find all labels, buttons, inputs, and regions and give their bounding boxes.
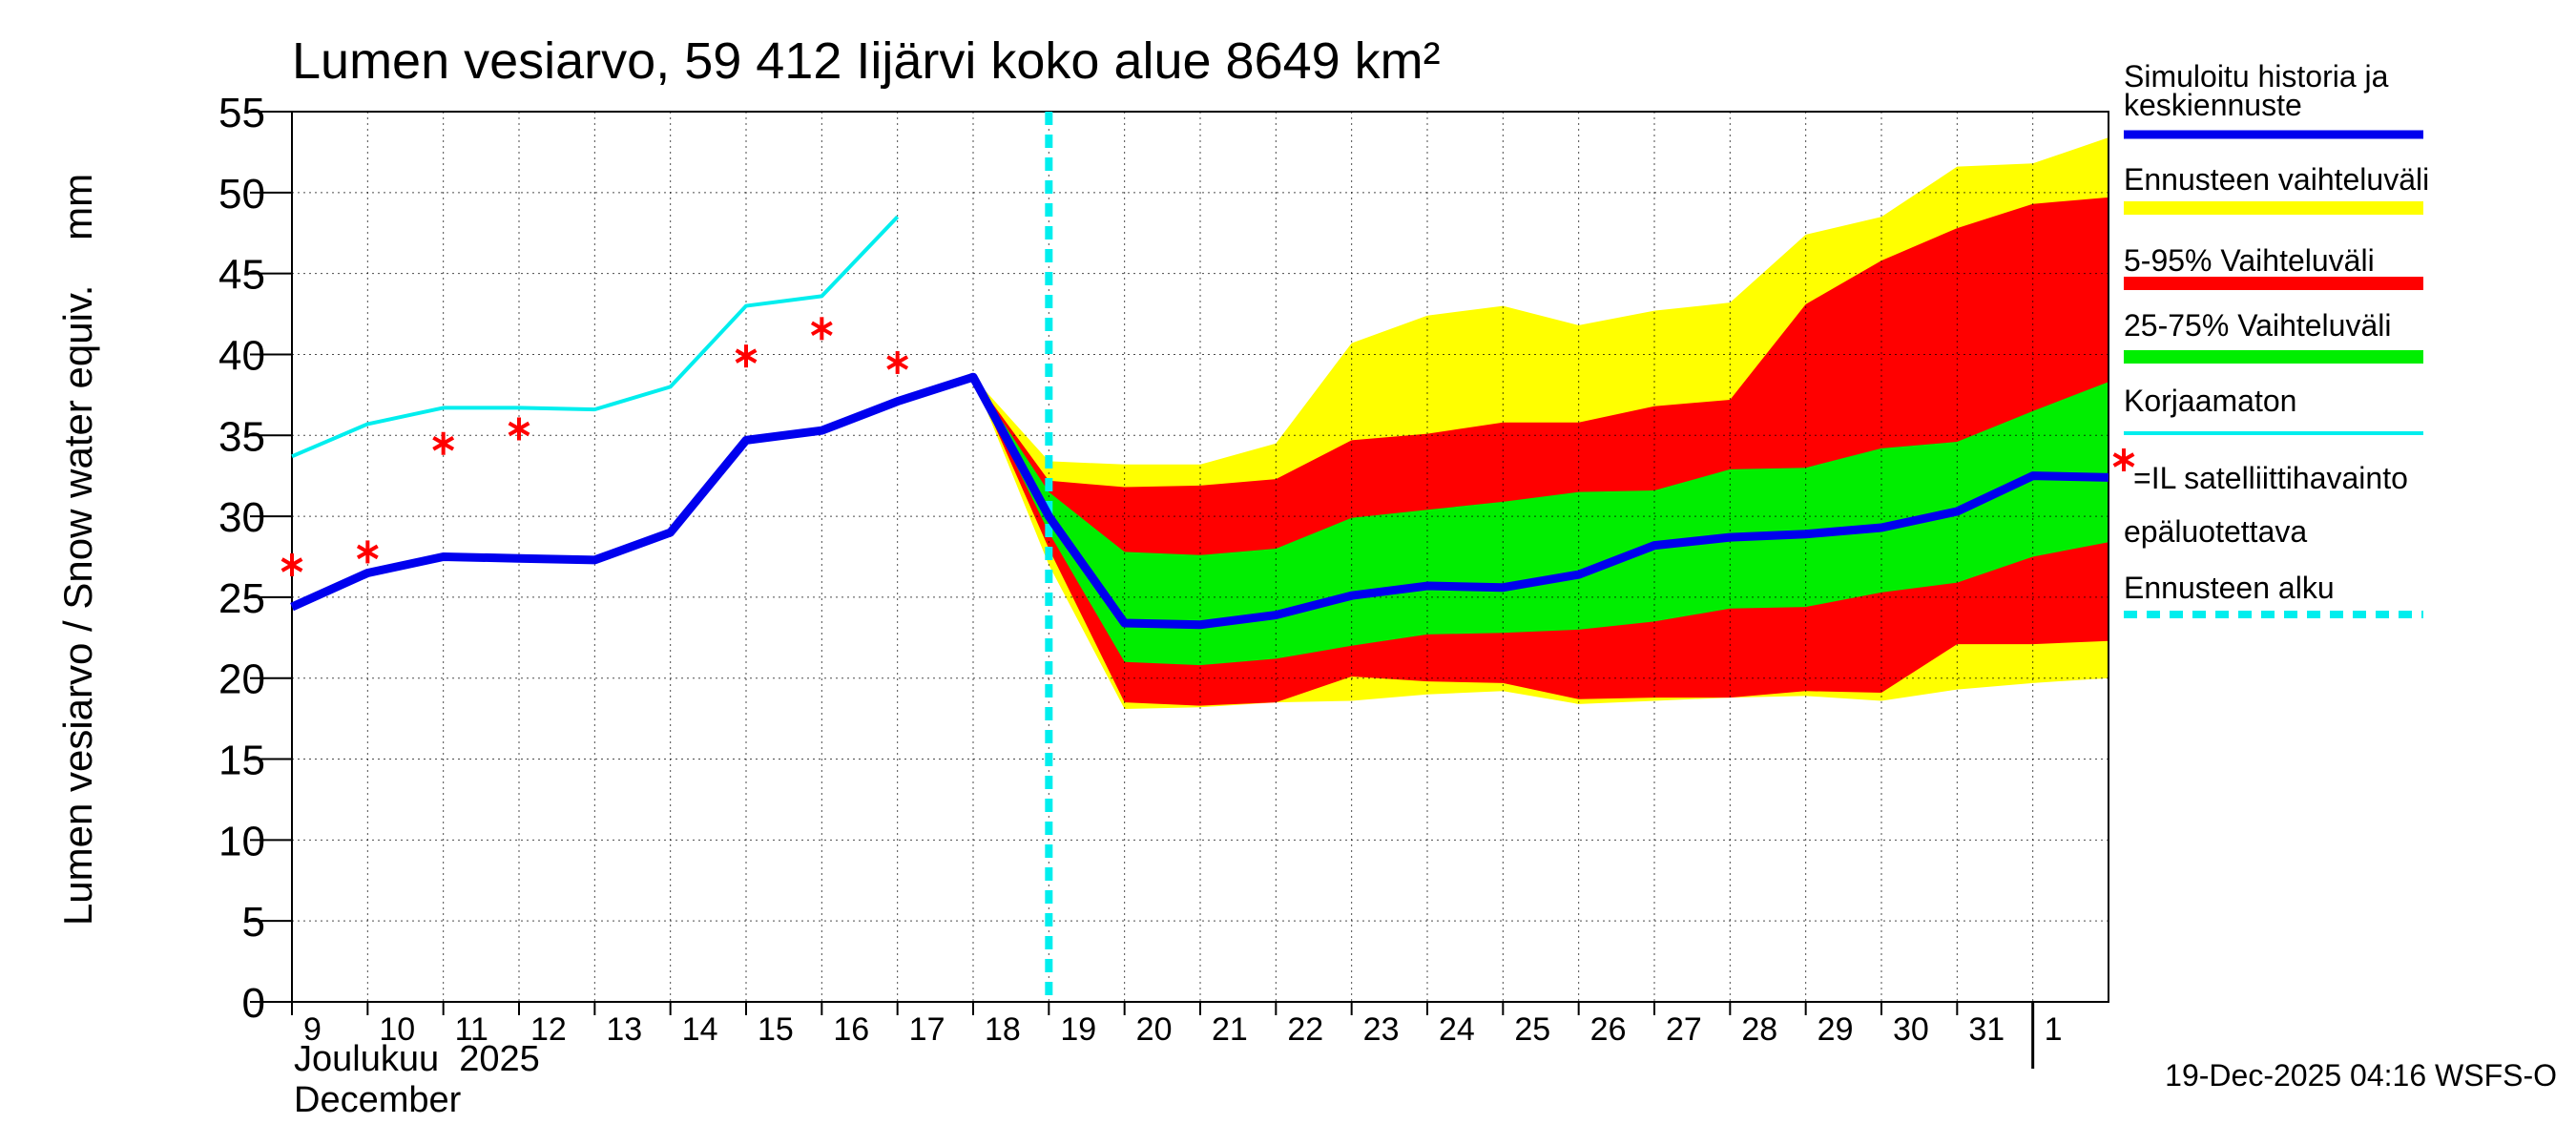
- uncorrected-line: [291, 215, 900, 459]
- y-tick-label: 35: [218, 413, 265, 460]
- star-stroke: [2112, 452, 2135, 468]
- x-tick-label: 11: [455, 1011, 488, 1048]
- x-tick-label: 19: [1060, 1011, 1096, 1048]
- x-tick-label: 14: [682, 1011, 718, 1048]
- y-tick-label: 15: [218, 738, 265, 784]
- legend-label: =IL satelliittihavainto: [2133, 461, 2408, 495]
- x-tick-label: 27: [1666, 1011, 1702, 1048]
- x-tick-label: 21: [1212, 1011, 1248, 1048]
- x-tick-label: 23: [1363, 1011, 1400, 1048]
- legend-label: Korjaamaton: [2124, 384, 2296, 418]
- y-tick-label: 0: [242, 980, 265, 1027]
- observation-point: [735, 344, 758, 368]
- legend-item-obs: =IL satelliittihavainto epäluotettava: [2112, 448, 2408, 549]
- observation-point: [356, 540, 379, 564]
- x-axis-label-en: December: [294, 1080, 462, 1120]
- legend-label: Simuloitu historia ja: [2124, 59, 2389, 94]
- legend-label: 25-75% Vaihteluväli: [2124, 308, 2391, 343]
- star-stroke: [886, 355, 909, 370]
- y-tick-label: 45: [218, 252, 265, 299]
- x-tick-label: 1: [2045, 1011, 2063, 1048]
- x-tick-label: 25: [1514, 1011, 1550, 1048]
- y-tick-label: 20: [218, 656, 265, 703]
- y-tick-label: 40: [218, 332, 265, 379]
- y-tick-label: 5: [242, 899, 265, 946]
- x-tick-label: 22: [1287, 1011, 1323, 1048]
- legend-item-range: Ennusteen vaihteluväli: [2124, 162, 2429, 215]
- star-stroke: [810, 321, 833, 337]
- legend-label: keskiennuste: [2124, 88, 2302, 122]
- x-tick-label: 31: [1968, 1011, 2005, 1048]
- x-tick-label: 15: [758, 1011, 794, 1048]
- y-tick-label: 10: [218, 818, 265, 864]
- legend-label: epäluotettava: [2124, 514, 2307, 549]
- x-tick-label: 10: [379, 1011, 415, 1048]
- simulated-mean-line: [290, 372, 2109, 630]
- footer-timestamp: 19-Dec-2025 04:16 WSFS-O: [2165, 1058, 2557, 1093]
- legend-star-symbol: [2112, 448, 2135, 471]
- y-tick-label: 25: [218, 575, 265, 622]
- x-tick-label: 9: [303, 1011, 322, 1048]
- star-stroke: [280, 557, 303, 572]
- band-3: [973, 377, 2109, 666]
- x-tick-label: 17: [909, 1011, 945, 1048]
- observation-point: [508, 417, 530, 441]
- x-tick-label: 28: [1741, 1011, 1777, 1048]
- y-tick-label: 55: [218, 90, 265, 136]
- x-tick-label: 16: [833, 1011, 869, 1048]
- y-tick-label: 50: [218, 171, 265, 218]
- x-tick-label: 30: [1893, 1011, 1929, 1048]
- observation-point: [810, 317, 833, 341]
- star-stroke: [356, 544, 379, 560]
- legend-label: 5-95% Vaihteluväli: [2124, 243, 2375, 278]
- observation-point: [886, 350, 909, 374]
- legend-item-p25_75: 25-75% Vaihteluväli: [2124, 308, 2423, 364]
- x-tick-label: 18: [985, 1011, 1021, 1048]
- x-tick-label: 29: [1818, 1011, 1854, 1048]
- legend-item-start: Ennusteen alku: [2124, 571, 2423, 618]
- x-tick-label: 26: [1590, 1011, 1627, 1048]
- y-tick-label: 30: [218, 494, 265, 541]
- legend-item-p5_95: 5-95% Vaihteluväli: [2124, 243, 2423, 290]
- star-stroke: [508, 421, 530, 437]
- x-tick-label: 20: [1136, 1011, 1173, 1048]
- star-stroke: [432, 436, 455, 451]
- observation-point: [280, 552, 303, 576]
- chart-title: Lumen vesiarvo, 59 412 Iijärvi koko alue…: [292, 32, 1441, 90]
- y-axis-label: Lumen vesiarvo / Snow water equiv. mm: [55, 174, 100, 926]
- observation-point: [432, 431, 455, 455]
- plot-area: 0 5 10 15 20 25 30 35 40 45 50 55 9 10 11 12 13 14 15 16 17 1…: [218, 90, 2109, 1069]
- x-axis-label-fi: Joulukuu 2025: [294, 1039, 540, 1079]
- x-tick-label: 12: [530, 1011, 567, 1048]
- x-tick-label: 13: [606, 1011, 642, 1048]
- legend-item-raw: Korjaamaton: [2124, 384, 2423, 435]
- legend-label: Ennusteen alku: [2124, 571, 2335, 605]
- star-stroke: [735, 348, 758, 364]
- x-tick-label: 24: [1439, 1011, 1475, 1048]
- legend-label: Ennusteen vaihteluväli: [2124, 162, 2429, 197]
